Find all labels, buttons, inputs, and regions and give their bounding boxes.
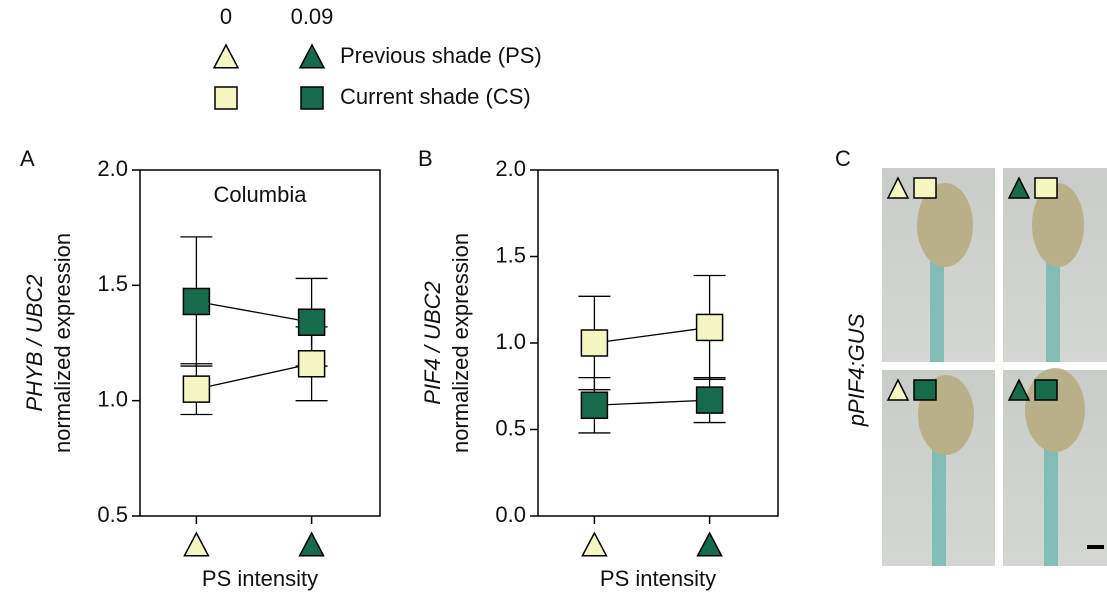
legend-column-label: 0: [220, 4, 232, 29]
series-line: [196, 300, 312, 323]
x-category-symbol: [183, 531, 210, 557]
data-point: [695, 386, 724, 414]
y-tick-label: 1.0: [97, 386, 128, 411]
seedlings: [917, 183, 1085, 566]
x-axis-label: PS intensity: [600, 566, 716, 591]
data-point: [297, 308, 326, 336]
legend-symbol: [298, 43, 326, 69]
y-axis-label: normalized expression: [448, 233, 473, 453]
legend-symbol: [300, 86, 324, 110]
legend-symbol: [212, 43, 240, 69]
y-tick-label: 2.0: [97, 156, 128, 181]
photo-panel: [882, 168, 1107, 566]
panel-label: B: [418, 146, 433, 171]
y-tick-label: 1.5: [495, 242, 526, 267]
annotation: Columbia: [214, 182, 308, 207]
legend-symbol: [214, 86, 238, 110]
x-category-symbol: [581, 531, 608, 557]
y-tick-label: 1.0: [495, 329, 526, 354]
panel-c-ylabel: pPIF4:GUS: [844, 313, 869, 427]
plot-frame: [537, 169, 779, 517]
y-tick-label: 0.5: [495, 415, 526, 440]
panel-label: C: [835, 146, 851, 171]
x-category-symbol: [298, 531, 325, 557]
scale-bar: [1087, 545, 1104, 549]
y-axis-label: normalized expression: [50, 233, 75, 453]
y-axis-label: PHYB / UBC2: [22, 275, 47, 412]
panel-label: A: [20, 146, 35, 171]
y-tick-label: 1.5: [97, 271, 128, 296]
legend-label: Previous shade (PS): [340, 43, 542, 68]
series-line: [594, 326, 710, 344]
y-tick-label: 2.0: [495, 156, 526, 181]
data-point: [182, 287, 211, 316]
data-point: [695, 313, 724, 342]
y-tick-label: 0.0: [495, 502, 526, 527]
series-line: [196, 363, 312, 390]
plot-frame: [139, 169, 381, 517]
condition-icons: [886, 176, 1058, 401]
data-point: [580, 329, 609, 357]
series-line: [594, 399, 710, 406]
y-tick-label: 0.5: [97, 502, 128, 527]
y-axis-label: PIF4 / UBC2: [420, 281, 445, 404]
legend-label: Current shade (CS): [340, 84, 531, 109]
x-category-symbol: [696, 531, 723, 557]
data-point: [580, 391, 609, 420]
legend-column-label: 0.09: [291, 4, 334, 29]
x-axis-label: PS intensity: [202, 566, 318, 591]
data-point: [297, 350, 326, 378]
data-point: [182, 375, 211, 403]
